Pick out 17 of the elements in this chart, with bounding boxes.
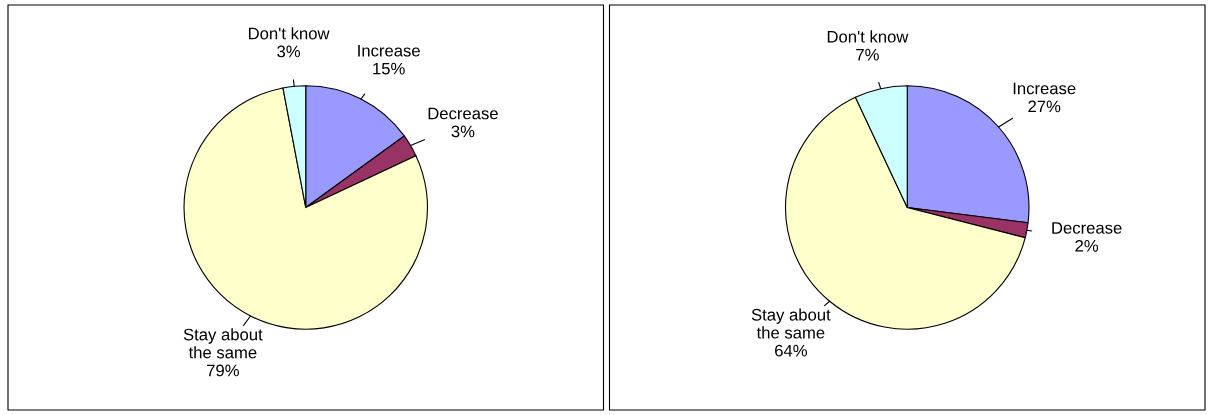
slice-label: Stay about the same	[183, 328, 263, 359]
slice-label: Increase	[358, 44, 420, 57]
slice-label: Don't know	[827, 30, 909, 43]
slice-label: Stay about the same	[751, 308, 831, 339]
slice-label: Increase	[1013, 82, 1076, 95]
data-label: 27%	[1028, 100, 1061, 113]
data-label: 2%	[1075, 239, 1099, 252]
data-label: 79%	[207, 364, 239, 377]
slice-label: Don't know	[248, 27, 330, 40]
slice-label: Decrease	[428, 107, 498, 120]
data-label: 64%	[775, 344, 807, 357]
data-label: 3%	[451, 125, 475, 138]
data-label: 15%	[373, 62, 405, 75]
pie-slice	[183, 87, 429, 330]
data-label: 3%	[277, 45, 301, 58]
legend-label: Decrease	[1052, 222, 1122, 234]
data-label: 7%	[856, 48, 879, 61]
